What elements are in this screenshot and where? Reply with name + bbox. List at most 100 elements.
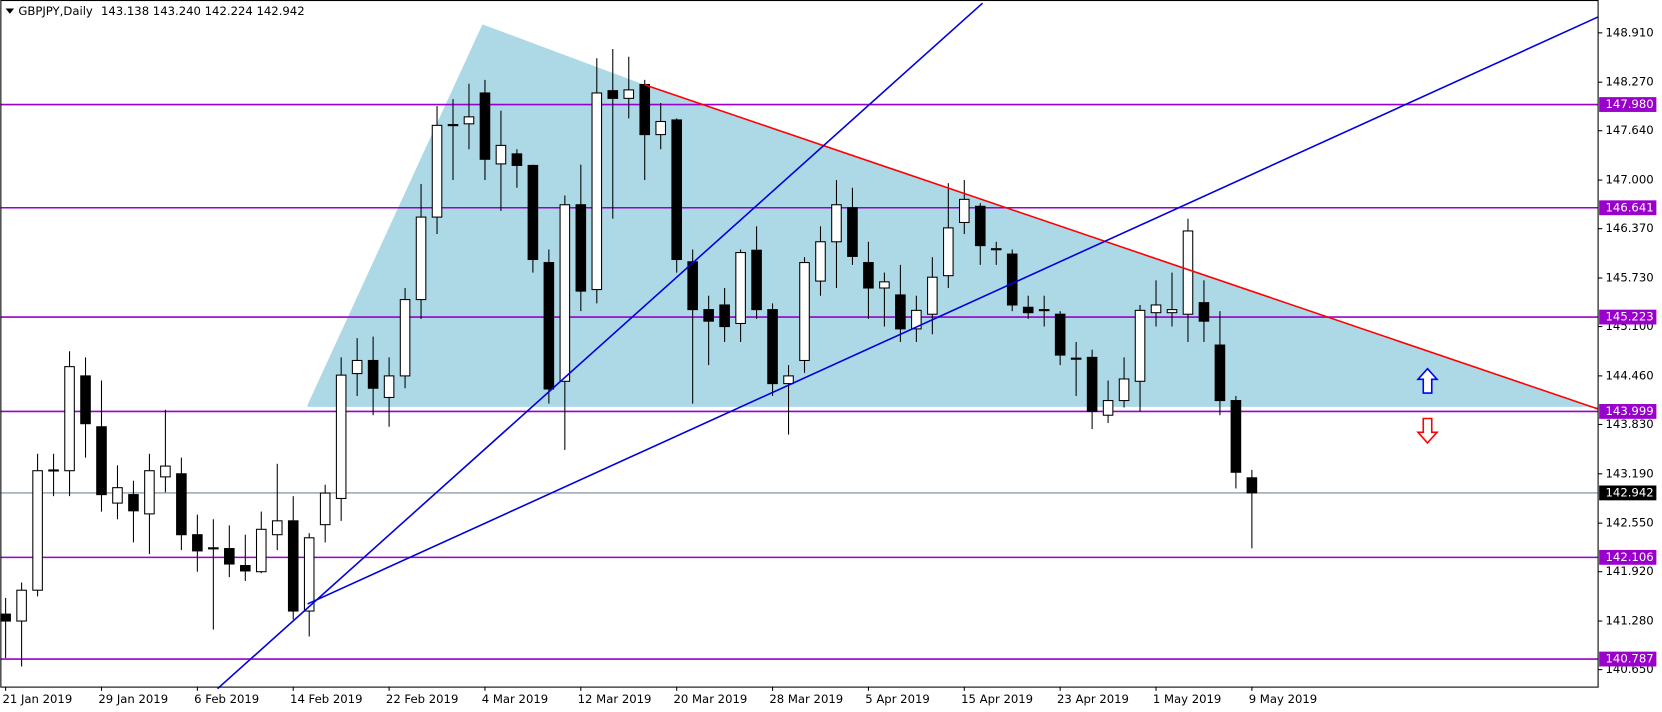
arrow-down: [1416, 417, 1439, 445]
y-tick-label: 147.640: [1606, 123, 1654, 137]
level-label: 143.999: [1606, 404, 1654, 418]
candle-body: [703, 309, 714, 322]
level-label-box: [1599, 309, 1657, 325]
candle-body: [96, 426, 107, 496]
trend-line: [307, 16, 1599, 605]
candle-body: [591, 92, 603, 291]
candle-body: [1246, 477, 1258, 494]
y-tick-label: 143.190: [1606, 466, 1654, 480]
level-label: 140.787: [1606, 652, 1654, 666]
candle-body: [751, 249, 762, 311]
x-tick-label: 23 Apr 2019: [1057, 692, 1129, 706]
x-tick-label: 12 Mar 2019: [578, 692, 652, 706]
candle-body: [1198, 302, 1210, 322]
axes: 148.910 148.270 147.640 147.000 146.370 145.7…: [2, 25, 1657, 706]
candle-body: [1118, 378, 1130, 402]
candle-body: [1102, 400, 1114, 416]
candles: [0, 49, 1258, 667]
trend-line: [217, 2, 984, 690]
candle-body: [623, 89, 635, 99]
candle-body: [943, 227, 954, 277]
candle-body: [687, 261, 698, 311]
candle-body: [799, 262, 810, 362]
candle-body: [1086, 356, 1098, 412]
y-tick-label: 143.830: [1606, 417, 1654, 431]
y-tick-label: 141.920: [1606, 564, 1654, 578]
level-label-box: [1599, 200, 1657, 216]
candle-body: [974, 205, 986, 247]
candle-body: [847, 207, 858, 257]
candle-body: [527, 164, 539, 261]
y-tick-label: 145.730: [1606, 270, 1654, 284]
x-tick-label: 28 Mar 2019: [769, 692, 843, 706]
last-price-label: 142.942: [1606, 485, 1654, 499]
last-price-box: [1599, 485, 1657, 501]
candle-body: [64, 366, 75, 472]
candle-body: [415, 216, 427, 301]
candle-body: [224, 548, 235, 565]
candle-body: [335, 374, 347, 499]
x-tick-label: 15 Apr 2019: [961, 692, 1033, 706]
arrow-up: [1416, 367, 1439, 394]
candle-body: [1166, 309, 1178, 314]
candle-body: [176, 473, 187, 536]
candle-body: [319, 492, 331, 526]
level-label: 145.223: [1606, 310, 1654, 324]
candle-body: [479, 92, 491, 160]
candle-body: [911, 309, 922, 330]
x-tick-label: 29 Jan 2019: [98, 692, 168, 706]
x-tick-label: 9 May 2019: [1249, 692, 1318, 706]
candle-body: [543, 262, 555, 390]
candle-body: [160, 465, 171, 478]
candle-body: [895, 294, 906, 330]
resistance-line: [644, 84, 1599, 410]
candle-body: [719, 304, 730, 328]
menu-triangle: [5, 8, 15, 14]
candle-body: [1182, 230, 1194, 315]
ohlc: 143.138 143.240 142.224 142.942: [101, 4, 305, 18]
candle-body: [831, 204, 842, 243]
level-label-box: [1599, 97, 1657, 112]
candle-body: [48, 469, 59, 472]
candle-body: [671, 119, 682, 261]
candle-body: [351, 359, 363, 375]
y-tick-label: 146.370: [1606, 221, 1654, 235]
candle-body: [927, 276, 938, 315]
candle-body: [735, 252, 746, 325]
candle-body: [431, 124, 443, 218]
candle-body: [655, 120, 667, 136]
y-tick-label: 148.910: [1606, 25, 1654, 39]
candle-body: [863, 262, 874, 289]
y-tick-label: 144.460: [1606, 368, 1654, 382]
x-tick-label: 1 May 2019: [1153, 692, 1222, 706]
candle-body: [990, 248, 1002, 251]
candle-body: [367, 359, 379, 389]
candle-body: [192, 534, 203, 552]
candle-body: [112, 487, 123, 504]
candle-body: [128, 494, 139, 512]
candle-body: [1134, 309, 1146, 382]
y-tick-label: 141.280: [1606, 614, 1654, 628]
y-tick-label: 147.000: [1606, 173, 1654, 187]
y-tick-label: 148.270: [1606, 75, 1654, 89]
candle-body: [639, 83, 651, 136]
candle-body: [495, 144, 507, 165]
candle-body: [32, 470, 43, 591]
candle-body: [559, 204, 571, 382]
candle-body: [1054, 313, 1066, 356]
candle-body: [607, 90, 619, 99]
candle-body: [255, 528, 267, 573]
candle-body: [16, 589, 27, 622]
candle-body: [303, 537, 315, 612]
candle-body: [383, 375, 395, 399]
candle-body: [399, 299, 411, 377]
candle-body: [511, 153, 523, 166]
x-tick-label: 22 Feb 2019: [386, 692, 458, 706]
candle-body: [271, 520, 283, 536]
candle-body: [958, 198, 970, 224]
levels: [0, 103, 1599, 660]
y-tick-label: 142.550: [1606, 516, 1654, 530]
x-tick-label: 4 Mar 2019: [482, 692, 548, 706]
